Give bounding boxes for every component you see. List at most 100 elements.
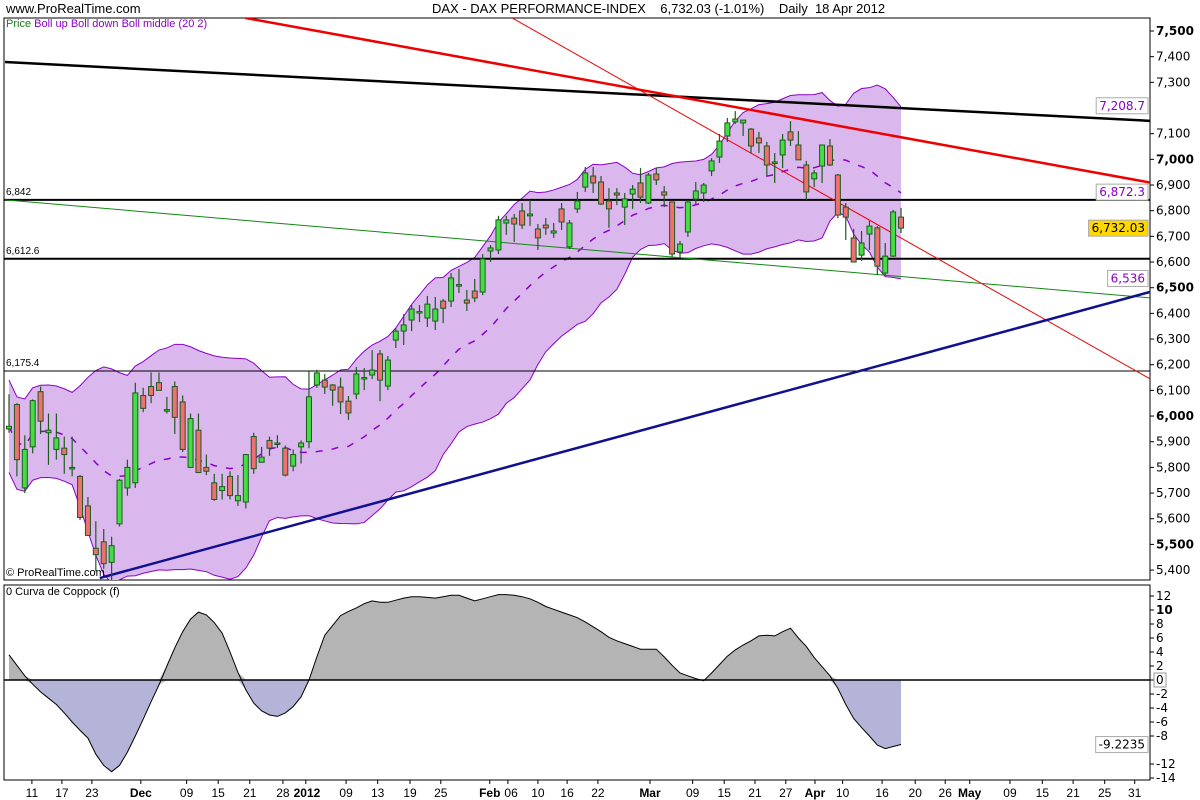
x-tick-label: 17 [55,786,69,800]
bollinger-value-marker-box [1095,183,1149,201]
price-plot [4,18,1150,580]
candle [842,202,849,240]
coppock-title: 0 Curva de Coppock (f) [6,586,120,598]
candle [148,372,155,404]
candle-body [124,466,131,489]
candle-body [298,442,305,448]
candle [108,536,115,580]
coppock-positive-area [9,594,902,680]
candle-body [487,247,494,252]
trendline-blue-support [99,290,1150,580]
bollinger-value-marker-box [1107,269,1149,287]
candle [692,181,699,205]
candle [227,471,234,500]
x-tick-label: Apr [805,786,826,800]
price-tick-label: 6,100 [1156,383,1190,397]
x-tick-label: 06 [504,786,518,800]
candle-body [692,190,699,200]
candle-body [227,475,234,497]
candle-body [700,184,707,194]
candle [400,314,407,345]
price-tick-label: 6,300 [1156,332,1190,346]
candle-body [187,418,194,468]
candle [890,209,897,257]
candle-body [140,395,147,409]
candle [77,475,84,521]
coppock-tick-label: 0 [1156,673,1164,687]
candle-body [882,255,889,274]
x-tick-label: 15 [212,786,226,800]
candle-body [890,211,897,257]
candle-body [13,403,20,461]
coppock-tick-label: -2 [1156,687,1168,701]
coppock-tick-label: 4 [1156,645,1164,659]
candle [353,367,360,400]
candle-body [755,137,762,144]
trendline-black-resistance [4,60,1150,123]
current-value-box [1153,672,1167,688]
candle-body [550,230,557,234]
candle [834,173,841,219]
coppock-tick-label: -6 [1156,715,1168,729]
legend-bollinger: Boll up Boll down Boll middle (20 2) [34,18,208,30]
candle-body [29,400,36,448]
coppock-tick-label: 10 [1156,603,1173,617]
candle-body [163,409,170,412]
legend: Price Boll up Boll down Boll middle (20 … [6,17,207,31]
candle-body [527,213,534,217]
level-label-1: 6,842 [6,187,32,198]
candle [803,160,810,200]
candle [13,403,20,477]
candle [455,268,462,294]
candle [211,473,218,501]
coppock-tick-label: 12 [1156,589,1171,603]
price-tick-label: 5,400 [1156,563,1190,577]
candle-body [148,386,155,397]
candle-body [590,175,597,184]
price-tick-label: 5,800 [1156,460,1190,474]
candle-body [858,242,865,256]
candle [503,215,510,235]
candle-body [53,437,60,450]
candle-body [866,225,873,235]
candle [558,202,565,230]
x-tick-label: 09 [339,786,353,800]
candle [282,445,289,477]
bollinger-value-marker: 6,536 [1111,271,1145,285]
candle-body [819,144,826,167]
candle [771,152,778,183]
candle-body [234,495,241,502]
candle-body [432,308,439,322]
candle [740,119,747,136]
price-tick-label: 6,400 [1156,306,1190,320]
x-tick-label: 25 [1098,786,1112,800]
candle [298,440,305,464]
candle [661,186,668,208]
candle [440,298,447,324]
period: Daily [778,1,808,16]
candle-body [45,429,52,434]
candle-body [108,545,115,563]
candle [621,192,628,226]
candle-body [337,386,344,403]
candle-body [329,384,336,391]
bollinger-value-marker: 7,208.7 [1099,99,1145,113]
candle-body [740,119,747,124]
candle-body [842,206,849,218]
x-tick-label: 13 [371,786,385,800]
candle-body [519,210,526,226]
price-tick-label: 5,900 [1156,435,1190,449]
candle-body [408,308,415,321]
candle [676,240,683,258]
x-tick-label: 09 [686,786,700,800]
candle-body [748,128,755,147]
candle [613,188,620,206]
x-tick-label: 21 [243,786,257,800]
candle [653,168,660,186]
candle-body [645,174,652,204]
candle [700,182,707,202]
candle [605,188,612,228]
candle [305,371,312,449]
candle [811,169,818,188]
